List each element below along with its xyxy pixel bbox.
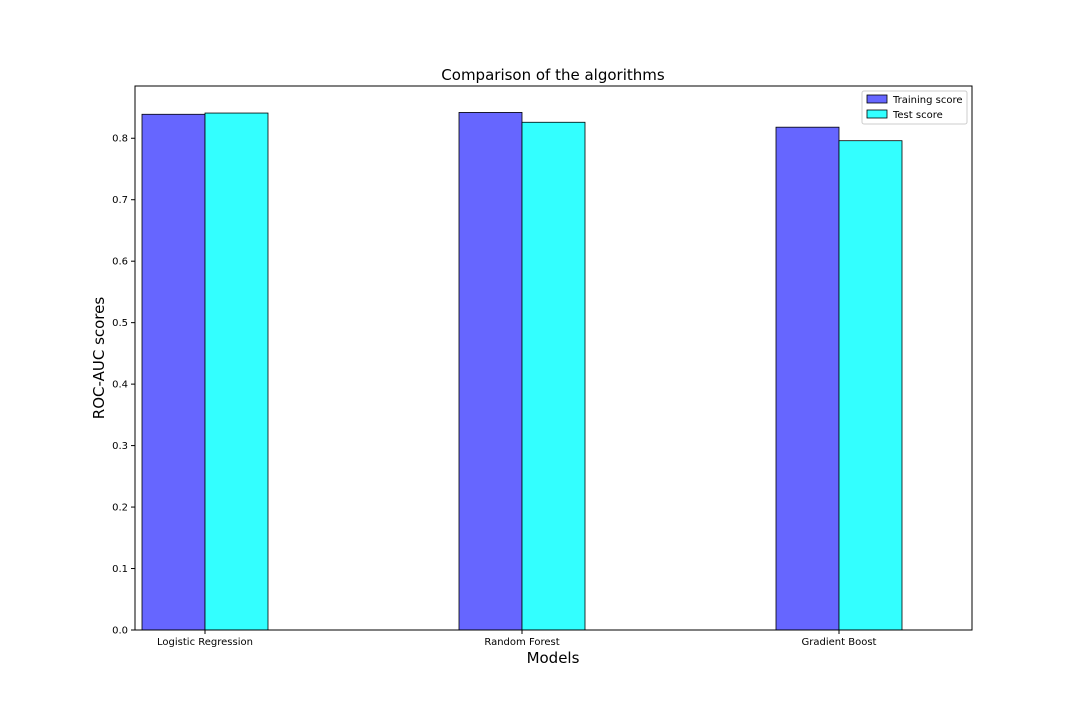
y-tick-label: 0.8: [112, 134, 128, 145]
y-axis: 0.0 0.1 0.2 0.3 0.4 0.5 0.6 0.7 0.8: [112, 134, 135, 637]
legend-box: [861, 90, 968, 125]
bar-training-score-gradient-boost: [775, 126, 840, 631]
plot-frame: [134, 85, 973, 631]
y-tick-label: 0.4: [112, 380, 128, 391]
bar-training-score-random-forest: [458, 112, 523, 631]
chart-title: Comparison of the algorithms: [441, 66, 665, 84]
x-tick-label: Logistic Regression: [157, 637, 253, 648]
y-tick-label: 0.3: [112, 441, 128, 452]
legend-swatch-training-score: [866, 94, 888, 104]
legend-label-training-score: Training score: [892, 95, 963, 106]
bar-test-score-random-forest: [521, 121, 586, 631]
x-tick-label: Random Forest: [484, 637, 559, 648]
x-tick-label: Gradient Boost: [802, 637, 877, 648]
y-tick-label: 0.7: [112, 195, 128, 206]
legend-label-test-score: Test score: [892, 110, 943, 121]
y-tick-label: 0.5: [112, 318, 128, 329]
x-axis: Logistic Regression Random Forest Gradient…: [157, 630, 877, 648]
y-tick-label: 0.1: [112, 564, 128, 575]
legend-swatch-test-score: [866, 109, 888, 119]
legend: Training score Test score: [861, 90, 968, 125]
bar-test-score-gradient-boost: [838, 140, 903, 631]
y-tick-label: 0.6: [112, 257, 128, 268]
bar-test-score-logistic-regression: [204, 112, 269, 631]
x-axis-label: Models: [527, 649, 580, 667]
bar-training-score-logistic-regression: [141, 113, 206, 631]
y-tick-label: 0.0: [112, 626, 128, 637]
y-axis-label: ROC-AUC scores: [90, 297, 108, 420]
y-tick-label: 0.2: [112, 503, 128, 514]
bars-group: [141, 112, 903, 631]
